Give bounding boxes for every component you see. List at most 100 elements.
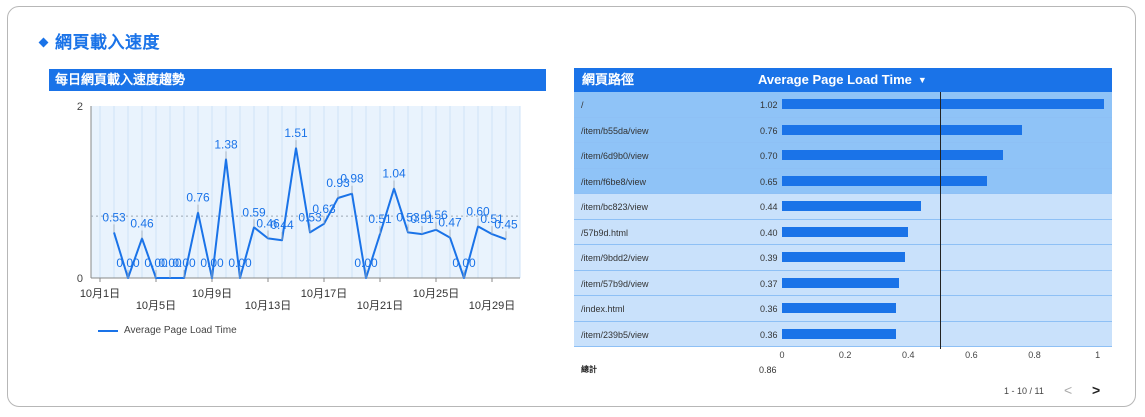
caret-down-icon[interactable]: ▼: [917, 75, 927, 85]
table-row[interactable]: /item/bc823/view 0.44: [574, 194, 1112, 220]
bar-axis-tick-label: 0.4: [902, 350, 915, 360]
row-value: 0.36: [760, 329, 778, 340]
row-value: 0.70: [760, 151, 778, 161]
x-tick-label: 10月17日: [301, 288, 347, 300]
row-bar: [782, 150, 1003, 160]
plot-area: [91, 106, 520, 278]
row-bar: [782, 277, 899, 288]
row-value: 0.36: [760, 304, 778, 314]
data-label: 0.98: [340, 172, 364, 186]
data-label: 1.04: [382, 167, 406, 181]
data-label: 0.59: [242, 205, 266, 219]
y-tick-label: 2: [77, 101, 83, 113]
row-path: /index.html: [581, 304, 625, 314]
row-bar: [782, 303, 896, 313]
diamond-icon: [38, 37, 49, 48]
row-value: 0.39: [760, 253, 778, 263]
x-tick-label: 10月21日: [357, 300, 403, 312]
x-tick-label: 10月9日: [192, 288, 232, 300]
row-bar: [782, 252, 906, 262]
row-value: 0.44: [760, 202, 778, 212]
data-label: 0.53: [298, 210, 322, 224]
data-label: 0.44: [270, 218, 294, 232]
row-path: /57b9d.html: [581, 227, 629, 238]
data-label: 0.00: [452, 256, 476, 270]
total-value: 0.86: [759, 365, 777, 375]
row-path: /item/bc823/view: [581, 202, 649, 212]
bar-axis-tick-label: 0.6: [965, 350, 978, 360]
data-label: 0.46: [256, 216, 280, 230]
data-label: 0.00: [228, 256, 252, 270]
data-label: 0.00: [116, 256, 140, 270]
row-value: 1.02: [760, 100, 778, 110]
row-bar: [782, 201, 921, 211]
data-label: 0.00: [354, 256, 378, 270]
data-label: 0.56: [424, 208, 448, 222]
section-title-text: 網頁載入速度: [55, 33, 160, 52]
col-header-metric[interactable]: Average Page Load Time ▼: [758, 68, 927, 93]
x-tick-label: 10月29日: [469, 300, 515, 312]
bar-axis-tick-label: 1: [1095, 350, 1100, 360]
legend-label: Average Page Load Time: [124, 325, 237, 336]
table-row[interactable]: /57b9d.html 0.40: [574, 219, 1112, 245]
data-label: 0.53: [102, 210, 126, 224]
row-value: 0.37: [760, 278, 778, 289]
row-value: 0.76: [760, 125, 778, 136]
data-label: 0.45: [494, 217, 518, 231]
y-tick-label: 0: [77, 273, 83, 285]
data-label: 0.47: [438, 216, 462, 230]
table-row[interactable]: /item/239b5/view 0.36: [574, 321, 1112, 347]
data-label: 0.51: [480, 212, 504, 226]
row-value: 0.40: [760, 227, 778, 238]
data-label: 0.00: [172, 256, 196, 270]
data-label: 0.76: [186, 191, 210, 205]
row-value: 0.65: [760, 176, 778, 187]
chevron-left-icon[interactable]: <: [1064, 382, 1073, 398]
line-chart[interactable]: 0 2 10月1日 10月5日 10月9日 10月13日 10月17日 10月21日 10月25…: [49, 91, 546, 321]
row-path: /item/b55da/view: [581, 125, 649, 136]
data-label: 0.60: [466, 204, 490, 218]
col-header-metric-label: Average Page Load Time: [758, 72, 912, 87]
table-row[interactable]: /item/57b9d/view 0.37: [574, 270, 1112, 296]
x-tick-label: 10月25日: [413, 288, 459, 300]
row-path: /: [581, 100, 584, 110]
x-tick-label: 10月1日: [80, 288, 120, 300]
data-label: 0.63: [312, 202, 336, 216]
row-path: /item/9bdd2/view: [581, 253, 649, 263]
bar-axis: 0 0.2 0.4 0.6 0.8 1: [779, 350, 1100, 360]
pager-text: 1 - 10 / 11: [1004, 386, 1044, 396]
data-label: 0.00: [144, 256, 168, 270]
row-bar: [782, 226, 909, 237]
data-label: 1.51: [284, 126, 308, 140]
data-label: 0.53: [396, 210, 420, 224]
bar-axis-tick-label: 0.8: [1028, 350, 1041, 360]
line-chart-legend[interactable]: Average Page Load Time: [98, 325, 237, 336]
x-tick-label: 10月5日: [136, 300, 176, 312]
table-row[interactable]: /item/b55da/view 0.76: [574, 117, 1112, 143]
data-label: 0.00: [158, 256, 182, 270]
row-path: /item/57b9d/view: [581, 278, 649, 289]
table-row[interactable]: / 1.02: [574, 92, 1112, 118]
row-path: /item/6d9b0/view: [581, 151, 649, 161]
row-path: /item/f6be8/view: [581, 176, 647, 187]
x-tick-label: 10月13日: [245, 300, 291, 312]
row-bar: [782, 99, 1104, 109]
line-chart-title: 每日網頁載入速度趨勢: [49, 69, 546, 91]
table-row[interactable]: /item/6d9b0/view 0.70: [574, 143, 1112, 169]
col-header-path[interactable]: 網頁路徑: [582, 72, 635, 87]
row-bar: [782, 124, 1022, 135]
chevron-right-icon[interactable]: >: [1092, 382, 1101, 398]
bar-axis-tick-label: 0.2: [839, 350, 852, 360]
data-label: 1.38: [214, 137, 238, 151]
data-label: 0.46: [130, 216, 154, 230]
table-row[interactable]: /index.html 0.36: [574, 296, 1112, 322]
data-label: 0.51: [368, 212, 392, 226]
data-label: 0.00: [200, 256, 224, 270]
table-row[interactable]: /item/9bdd2/view 0.39: [574, 245, 1112, 271]
section-title: 網頁載入速度: [38, 28, 160, 53]
table-header: 網頁路徑 Average Page Load Time ▼: [574, 68, 1112, 92]
table-row[interactable]: /item/f6be8/view 0.65: [574, 168, 1112, 194]
legend-swatch: [98, 329, 118, 332]
row-bar: [782, 328, 896, 339]
data-label: 0.93: [326, 176, 350, 190]
